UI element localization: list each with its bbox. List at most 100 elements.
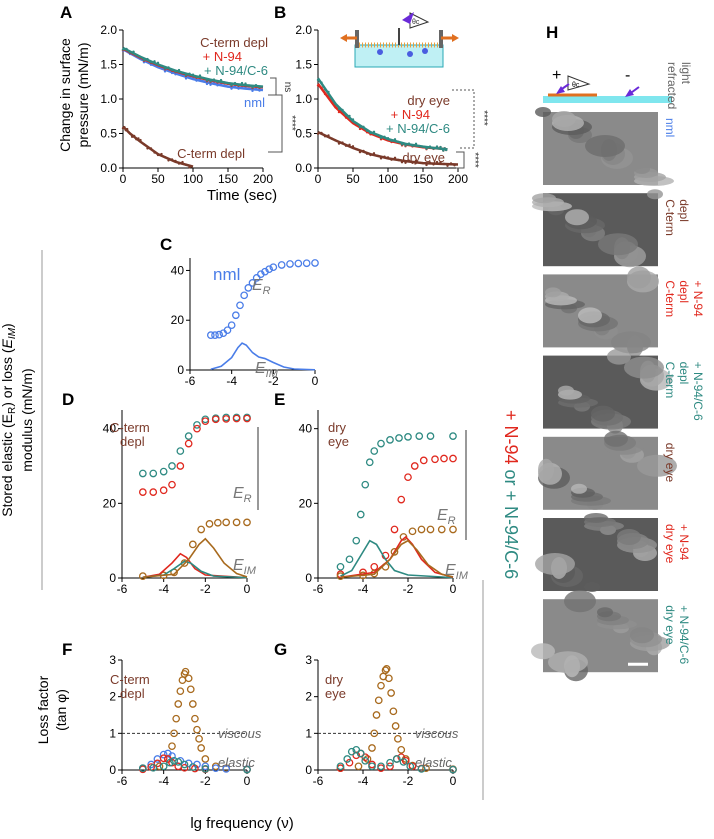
c-data-point [252,274,261,282]
g-data-point [352,751,361,760]
d-series-3 [142,552,248,579]
a-series-3 [121,125,194,169]
b-stars-label-1: **** [478,110,489,126]
f-y-tick-label: 3 [109,653,116,667]
b-data-point [323,92,327,96]
a-data-point [205,79,209,82]
h-image-tile: C-termdepl+ N-94 [543,266,705,358]
h-tile-label: dry eye [663,443,677,483]
f-data-point [243,765,251,774]
b-data-point [453,164,456,167]
a-data-point [167,159,170,162]
h-tile-label-line: nml [663,118,677,137]
b-y-tick-label: 1.0 [295,92,312,106]
a-data-point [209,83,212,86]
a-data-point [247,87,251,91]
c-x-tick-label: -6 [185,374,196,388]
g-x-tick-label: -2 [403,774,414,788]
side-legend-n94c6: + N-94/C-6 [501,491,521,580]
g-data-point [356,749,365,758]
a-label-cterm-low: C-term depl [177,146,245,161]
a-data-point [247,84,251,87]
a-data-point [226,81,230,85]
e-x-tick-label: -2 [403,582,414,596]
d-series-1 [138,414,251,496]
f-data-point [159,762,168,771]
d-data-point [176,462,185,470]
b-data-point [446,164,449,167]
f-data-point [174,758,183,766]
g-data-point [361,756,370,765]
d-data-point [149,469,158,478]
d-data-point [197,525,206,534]
h-tile-label: C-termdepl+ N-94 [663,280,705,317]
chart-c: -6 -4 -2 0 0 20 40 [171,258,319,388]
f-series-3 [138,756,251,774]
a-data-point [195,79,198,82]
h-tile-texture [532,193,556,204]
h-light-label-2: refracted [665,62,679,109]
f-y-tick-label: 0 [109,763,116,777]
g-data-point [368,744,376,752]
h-tile-label: nml [663,118,677,137]
d-data-point [176,447,185,455]
f-data-point [180,760,189,769]
b-data-point [435,160,439,164]
a-data-point [142,58,146,62]
a-data-point [254,84,258,87]
g-data-point [408,762,417,771]
h-tile-label: C-termdepl [663,199,691,236]
f-x-tick-label: -2 [200,774,211,788]
a-x-tick-label: 50 [151,172,165,186]
g-data-point [381,666,390,675]
d-data-point [232,518,241,527]
f-data-point [168,742,176,751]
b-data-point [330,101,334,104]
d-data-point [211,415,220,424]
h-tile-texture [535,107,551,117]
b-data-point [400,161,404,164]
f-data-point [193,725,201,734]
e-data-point [415,432,424,440]
panel-letter-b: B [274,3,286,22]
b-data-point [428,161,432,164]
f-data-point [176,687,185,696]
e-data-point [440,454,448,463]
h-tile-texture [578,307,602,324]
a-y-tick-label: 2.0 [100,23,117,37]
a-data-point [177,162,181,165]
a-data-point [167,66,170,69]
f-data-point [174,700,183,708]
b-data-point [365,129,369,132]
h-tile-texture [535,553,575,575]
f-label-viscous: viscous [218,726,262,741]
g-data-point [397,745,406,754]
d-data-point [159,486,168,495]
c-series-0 [206,259,319,340]
g-data-point [361,753,370,762]
b-data-point [407,142,411,145]
f-label-elastic: elastic [218,755,255,770]
g-data-point [394,734,402,743]
g-data-point [387,689,395,697]
g-data-point [370,729,379,738]
b-data-point [334,106,337,109]
e-y-tick-label: 40 [299,422,313,436]
a-data-point [163,67,167,70]
f-data-point [195,734,203,743]
b-data-point [393,138,397,141]
b-data-point [362,149,365,153]
d-y-tick-label: 40 [103,422,117,436]
h-tile-texture [548,651,588,674]
panel-letter-f: F [62,640,72,659]
h-tile-texture [604,430,628,447]
a-data-point [149,147,153,150]
g-data-point [368,762,376,771]
e-data-point [345,555,354,564]
h-tile-texture [565,209,589,226]
a-data-point [223,84,226,88]
b-data-point [323,135,327,138]
b-data-point [351,145,355,148]
a-data-point [125,47,128,51]
a-y-tick-label: 0.5 [100,127,117,141]
